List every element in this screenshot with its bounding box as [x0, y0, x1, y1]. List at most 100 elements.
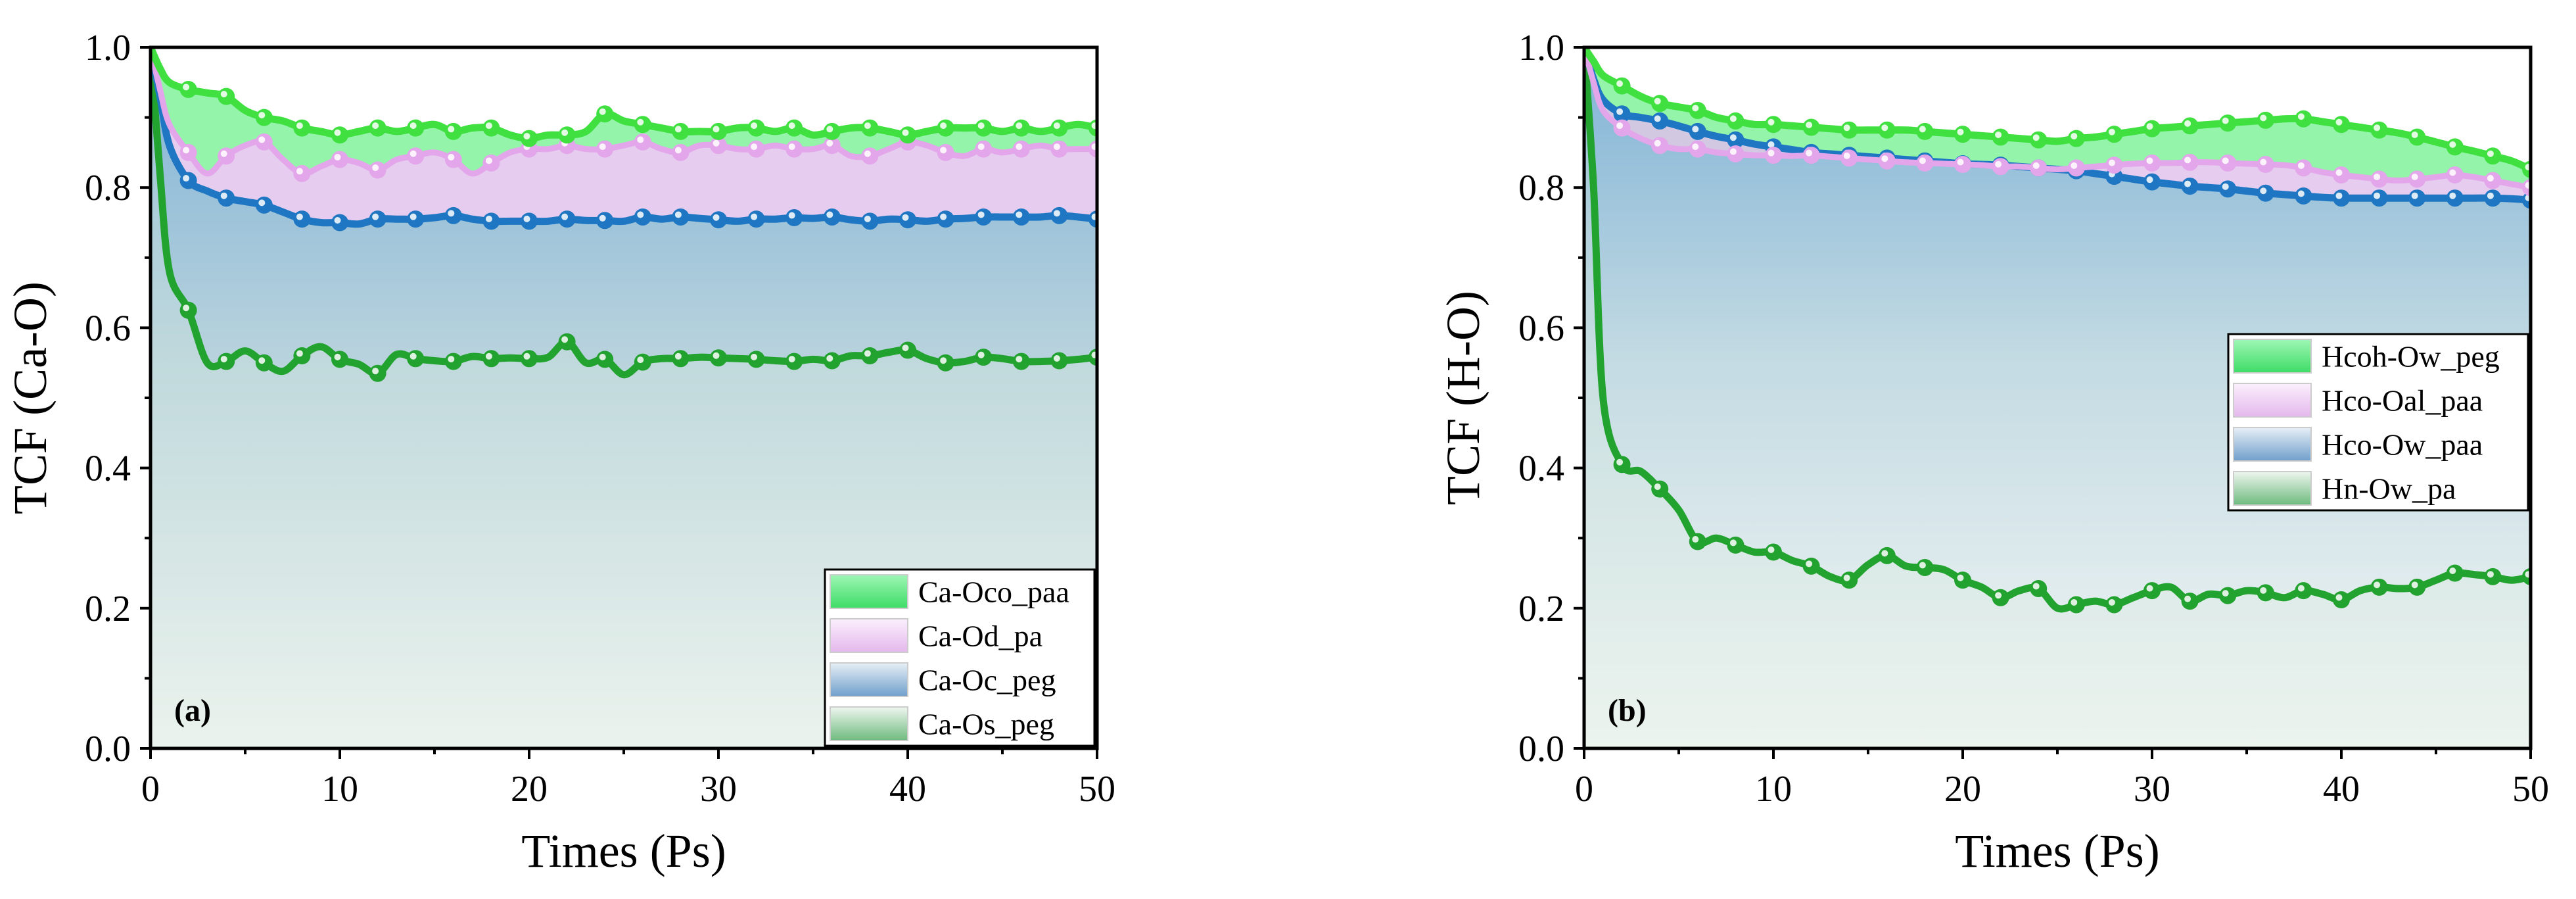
- data-point-highlight: [2449, 141, 2456, 148]
- data-point-highlight: [826, 211, 833, 218]
- data-point-highlight: [2411, 131, 2418, 138]
- data-point-highlight: [1692, 126, 1699, 133]
- data-point-highlight: [183, 147, 190, 154]
- data-point-highlight: [2222, 157, 2229, 164]
- data-point-highlight: [1919, 562, 1926, 569]
- data-point-highlight: [2487, 175, 2494, 182]
- y-tick-label: 0.2: [1518, 589, 1564, 629]
- data-point-highlight: [523, 133, 530, 140]
- data-point-highlight: [637, 136, 644, 143]
- data-point-highlight: [2184, 120, 2191, 127]
- data-point-highlight: [334, 154, 341, 161]
- data-point-highlight: [1053, 143, 1060, 151]
- data-point-highlight: [751, 122, 758, 130]
- data-point-highlight: [372, 122, 379, 130]
- data-point-highlight: [523, 352, 530, 360]
- data-point-highlight: [2146, 157, 2153, 164]
- data-point-highlight: [599, 143, 606, 151]
- data-point-highlight: [1995, 592, 2002, 599]
- data-point-highlight: [1843, 152, 1850, 159]
- x-tick-label: 0: [1575, 769, 1593, 810]
- series-line-Hco-Oal_paa: [1584, 47, 2531, 191]
- data-point-highlight: [1016, 211, 1023, 218]
- x-tick-label: 30: [2134, 769, 2170, 810]
- panel-a-chart: 0 10 20 30 40 50 0.0 0.2 0.4 0.6 0.8 1.0 Times (Ps) T…: [4, 28, 1115, 877]
- x-tick-label: 50: [2512, 769, 2549, 810]
- data-point-highlight: [2411, 173, 2418, 180]
- data-point-highlight: [2487, 150, 2494, 157]
- data-point-highlight: [788, 122, 795, 130]
- data-point-highlight: [1692, 536, 1699, 543]
- data-point-highlight: [183, 175, 190, 182]
- data-point-highlight: [751, 143, 758, 151]
- data-point-highlight: [1881, 550, 1888, 557]
- legend-swatch-Hco-Ow_paa: [2233, 427, 2312, 462]
- data-point-highlight: [2260, 114, 2267, 122]
- data-point-highlight: [1919, 157, 1926, 164]
- data-point-highlight: [561, 336, 569, 343]
- data-point-highlight: [2146, 123, 2153, 130]
- legend-swatch-Hcoh-Ow_peg: [2233, 339, 2312, 374]
- data-point-highlight: [410, 150, 417, 157]
- data-point-highlight: [940, 147, 947, 154]
- data-point-highlight: [1053, 210, 1060, 217]
- data-point-highlight: [788, 212, 795, 219]
- data-point-highlight: [220, 192, 227, 199]
- data-point-highlight: [2297, 162, 2305, 169]
- legend-swatch-Hco-Oal_paa: [2233, 383, 2312, 418]
- data-point-highlight: [1806, 122, 1813, 129]
- legend-label-Hco-Oal_paa: Hco-Oal_paa: [2322, 384, 2483, 418]
- data-point-highlight: [2071, 162, 2078, 169]
- data-point-highlight: [1995, 160, 2002, 168]
- data-point-highlight: [372, 368, 379, 375]
- data-point-highlight: [410, 352, 417, 360]
- data-point-highlight: [977, 122, 985, 130]
- data-point-highlight: [220, 150, 227, 157]
- y-tick-label: 0.6: [1518, 308, 1564, 349]
- data-point-highlight: [296, 168, 303, 175]
- data-point-highlight: [2146, 585, 2153, 592]
- x-tick-label: 10: [1755, 769, 1792, 810]
- legend-label-Hco-Ow_paa: Hco-Ow_paa: [2322, 428, 2483, 462]
- data-point-highlight: [220, 91, 227, 98]
- data-point-highlight: [258, 199, 266, 207]
- data-point-highlight: [410, 213, 417, 220]
- data-point-highlight: [713, 352, 720, 359]
- legend: Hcoh-Ow_peg Hco-Oal_paa Hco-Ow_paa Hn-Ow_pa: [2227, 333, 2529, 512]
- data-point-highlight: [713, 139, 720, 147]
- data-point-highlight: [713, 126, 720, 133]
- legend-label-Ca-Os_peg: Ca-Os_peg: [918, 708, 1054, 741]
- data-point-highlight: [2108, 598, 2115, 606]
- data-point-highlight: [902, 214, 909, 221]
- data-point-highlight: [258, 357, 266, 364]
- data-point-highlight: [485, 352, 492, 360]
- data-point-highlight: [2032, 134, 2040, 141]
- data-point-highlight: [599, 353, 606, 360]
- data-point-highlight: [2071, 598, 2078, 606]
- data-point-highlight: [1616, 108, 1624, 115]
- data-point-highlight: [1843, 574, 1850, 581]
- data-point-highlight: [1016, 356, 1023, 363]
- data-point-highlight: [1806, 560, 1813, 568]
- data-point-highlight: [1729, 115, 1737, 122]
- data-point-highlight: [788, 356, 795, 363]
- y-tick-label: 0.0: [1518, 729, 1564, 769]
- data-point-highlight: [372, 164, 379, 172]
- data-point-highlight: [2335, 192, 2343, 199]
- y-tick-label: 0.2: [85, 589, 131, 629]
- x-tick-label: 50: [1079, 769, 1115, 810]
- data-point-highlight: [751, 213, 758, 220]
- data-point-highlight: [1654, 97, 1661, 105]
- data-point-highlight: [940, 122, 947, 130]
- data-point-highlight: [1053, 355, 1060, 362]
- data-point-highlight: [1053, 122, 1060, 130]
- data-point-highlight: [561, 129, 569, 136]
- data-point-highlight: [1016, 143, 1023, 151]
- x-axis-label: Times (Ps): [521, 825, 726, 877]
- data-point-highlight: [1692, 105, 1699, 112]
- data-point-highlight: [1729, 134, 1737, 141]
- data-point-highlight: [2335, 594, 2343, 601]
- data-point-highlight: [864, 215, 871, 222]
- data-point-highlight: [1616, 80, 1624, 87]
